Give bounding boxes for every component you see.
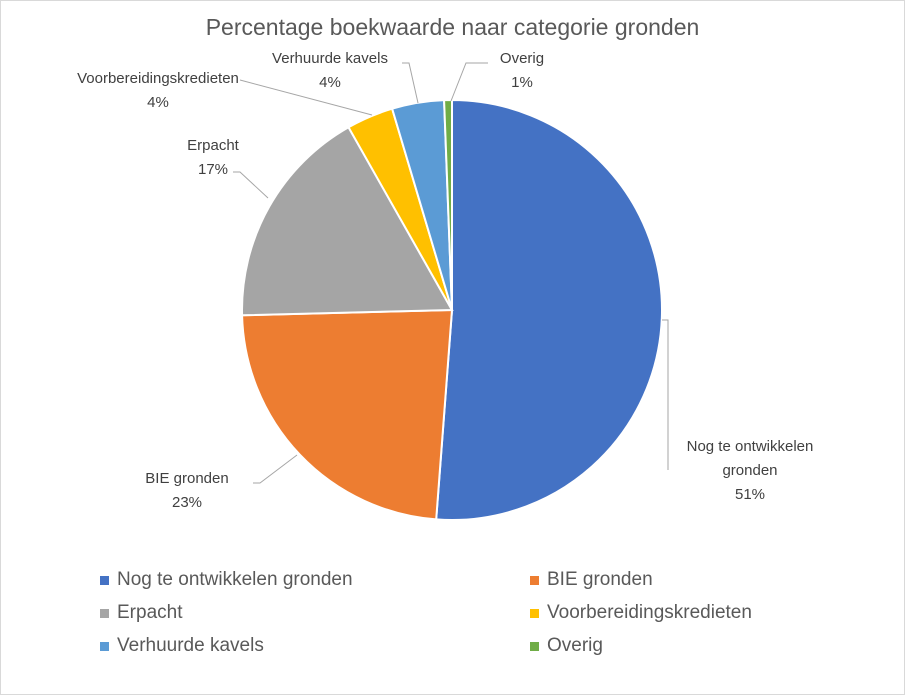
data-label-erpacht: Erpacht 17% xyxy=(187,137,240,178)
data-label-nog-te-ontwikkelen-gronden: Nog te ontwikkelen gronden 51% xyxy=(687,438,814,503)
leader-line-voorbereidingskredieten xyxy=(239,79,373,116)
legend-item-nog-te-ontwikkelen-gronden: Nog te ontwikkelen gronden xyxy=(100,566,530,594)
pie-slice-erpacht xyxy=(241,125,454,317)
pie-slice-bie-gronden xyxy=(241,308,454,521)
leader-line-nog-te-ontwikkelen-gronden xyxy=(662,319,669,470)
data-label-voorbereidingskredieten: Voorbereidingskredieten 4% xyxy=(77,70,239,111)
leader-line-verhuurde-kavels xyxy=(402,62,419,104)
legend: Nog te ontwikkelen gronden BIE gronden Erp… xyxy=(100,566,860,660)
legend-swatch xyxy=(100,641,109,651)
legend-swatch xyxy=(530,608,539,618)
leader-line-erpacht xyxy=(233,171,269,199)
legend-label: Nog te ontwikkelen gronden xyxy=(117,569,353,590)
legend-swatch xyxy=(100,608,109,618)
chart-title: Percentage boekwaarde naar categorie gro… xyxy=(205,14,700,40)
legend-item-voorbereidingskredieten: Voorbereidingskredieten xyxy=(530,599,860,627)
legend-item-bie-gronden: BIE gronden xyxy=(530,566,860,594)
pie-slices xyxy=(241,98,663,521)
leader-line-bie-gronden xyxy=(253,454,298,484)
pie-slice-nog-te-ontwikkelen-gronden xyxy=(435,98,663,521)
legend-label: Erpacht xyxy=(117,602,183,623)
legend-item-verhuurde-kavels: Verhuurde kavels xyxy=(100,632,530,660)
legend-item-erpacht: Erpacht xyxy=(100,599,530,627)
data-labels: Nog te ontwikkelen gronden 51% BIE gronden 2… xyxy=(77,50,813,511)
legend-swatch xyxy=(530,641,539,651)
pie-slice-overig xyxy=(443,98,453,311)
data-label-overig: Overig 1% xyxy=(500,50,544,91)
legend-swatch xyxy=(100,575,109,585)
legend-item-overig: Overig xyxy=(530,632,860,660)
leader-lines xyxy=(233,62,669,484)
legend-label: Verhuurde kavels xyxy=(117,635,264,656)
legend-label: BIE gronden xyxy=(547,569,653,590)
leader-line-overig xyxy=(450,62,488,102)
legend-label: Voorbereidingskredieten xyxy=(547,602,752,623)
data-label-verhuurde-kavels: Verhuurde kavels 4% xyxy=(272,50,388,91)
legend-swatch xyxy=(530,575,539,585)
data-label-bie-gronden: BIE gronden 23% xyxy=(145,470,228,511)
legend-label: Overig xyxy=(547,635,603,656)
